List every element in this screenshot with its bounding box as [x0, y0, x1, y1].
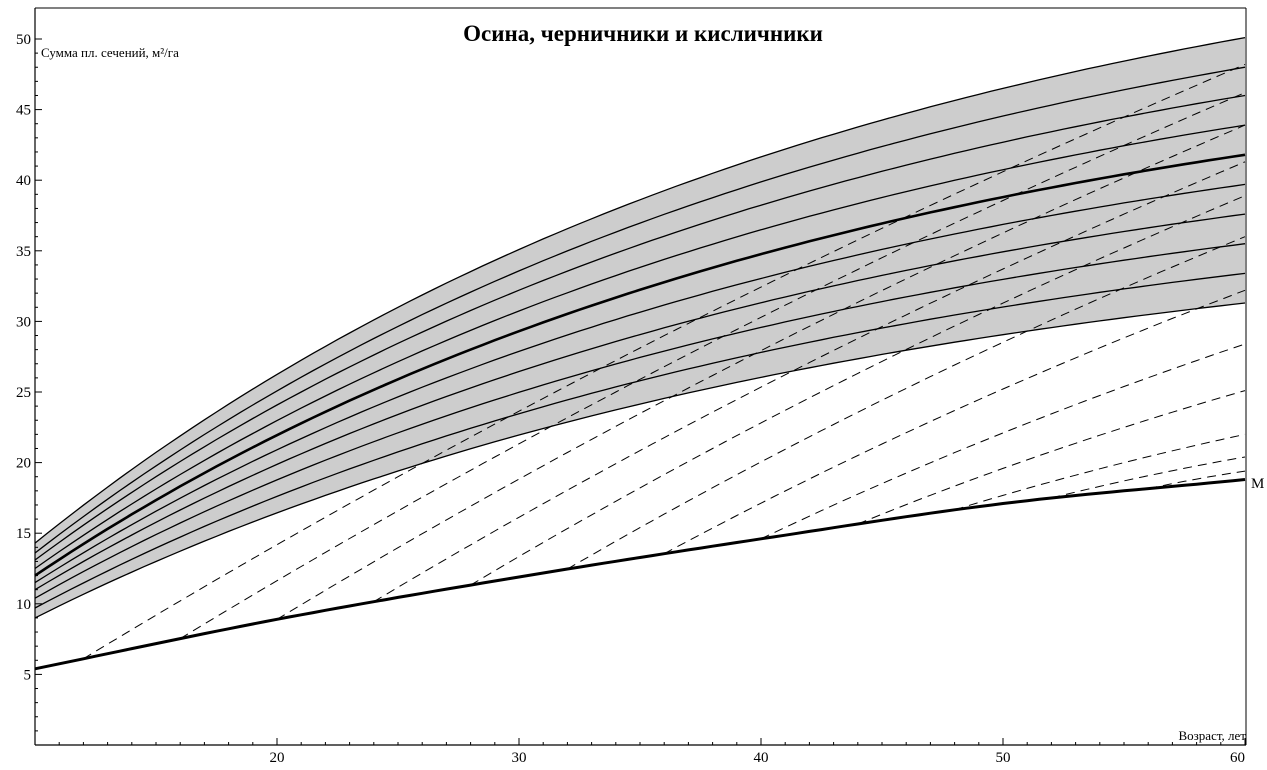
- dashed-line-1: [83, 63, 1246, 660]
- solid-line-1: [34, 302, 1246, 619]
- dashed-line-7: [663, 289, 1246, 555]
- x-tick-label: 60: [1230, 750, 1245, 766]
- solid-lines-group: [34, 36, 1246, 619]
- dashed-line-5: [470, 195, 1246, 586]
- dashed-line-6: [567, 236, 1246, 570]
- solid-line-5: [34, 183, 1246, 584]
- solid-line-7: [34, 124, 1246, 570]
- lower-bound-line-m: [34, 478, 1246, 671]
- dashed-line-12: [1148, 470, 1246, 490]
- chart-title: Осина, черничники и кисличники: [463, 21, 823, 46]
- y-tick-label: 20: [16, 456, 31, 472]
- series-label-m: M: [1251, 476, 1264, 492]
- y-tick-label: 35: [16, 244, 31, 260]
- x-axis-label: Возраст, лет: [1179, 728, 1247, 743]
- y-tick-label: 30: [16, 314, 31, 330]
- tick-labels-group: 5 10 15 20 25 30 35 40 45 50 20 30 40 50 60: [16, 32, 1245, 766]
- y-tick-label: 45: [16, 103, 31, 119]
- axes-group: [34, 7, 1247, 746]
- shaded-region-group: [35, 37, 1245, 618]
- dashed-line-4: [373, 161, 1246, 603]
- x-tick-label: 40: [754, 750, 769, 766]
- y-tick-label: 10: [16, 597, 31, 613]
- dashed-line-11: [1051, 456, 1246, 499]
- solid-line-3: [34, 243, 1246, 599]
- solid-line-8: [34, 94, 1246, 561]
- dashed-lines-group: [83, 63, 1246, 660]
- solid-line-2: [34, 272, 1246, 609]
- dashed-line-9: [857, 390, 1246, 525]
- x-tick-label: 20: [270, 750, 285, 766]
- y-tick-label: 40: [16, 173, 31, 189]
- solid-line-9: [34, 66, 1246, 554]
- dashed-line-8: [760, 343, 1246, 540]
- dashed-line-10: [954, 433, 1246, 511]
- dashed-line-3: [276, 124, 1246, 620]
- x-tick-label: 30: [512, 750, 527, 766]
- y-tick-label: 5: [24, 667, 32, 683]
- solid-line-10: [34, 36, 1246, 544]
- y-axis-label: Сумма пл. сечений, м²/га: [41, 45, 179, 60]
- y-tick-label: 15: [16, 526, 31, 542]
- lower-bound-group: [34, 478, 1246, 671]
- solid-line-4: [34, 213, 1246, 591]
- solid-line-6: [34, 153, 1246, 577]
- y-tick-label: 50: [16, 32, 31, 48]
- y-tick-label: 25: [16, 385, 31, 401]
- shaded-region: [35, 37, 1245, 618]
- x-tick-label: 50: [996, 750, 1011, 766]
